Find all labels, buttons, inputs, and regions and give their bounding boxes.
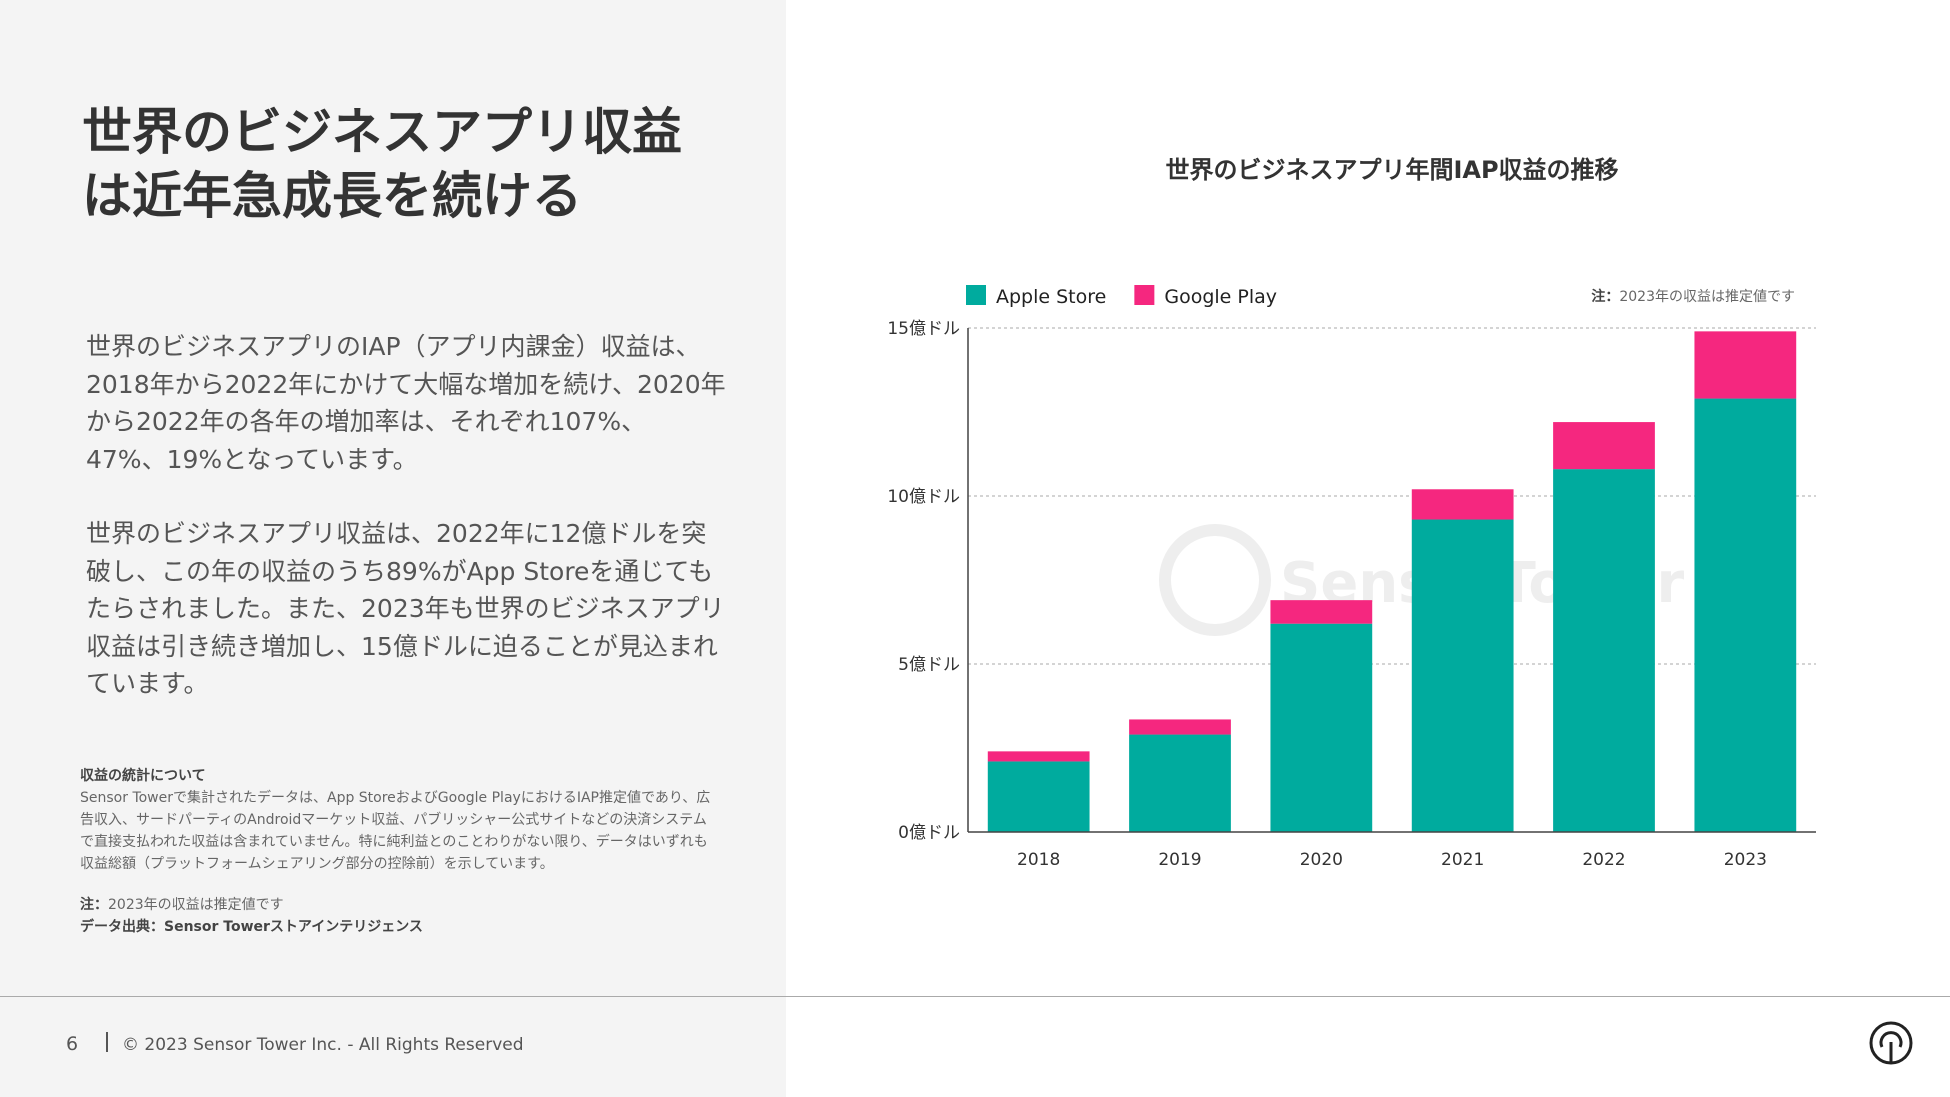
chart-estimate-note: 注：2023年の収益は推定値です	[1591, 288, 1795, 305]
x-tick-label: 2023	[1724, 850, 1767, 870]
legend-label: Google Play	[1164, 286, 1277, 308]
x-tick-label: 2019	[1158, 850, 1201, 870]
y-tick-label: 15億ドル	[887, 319, 960, 339]
bar-google-play	[1270, 600, 1373, 624]
y-tick-label: 0億ドル	[898, 823, 960, 843]
chart-note-label: 注：	[1591, 288, 1619, 305]
notes-body: Sensor Towerで集計されたデータは、App StoreおよびGoogl…	[80, 790, 711, 872]
chart-title: 世界のビジネスアプリ年間IAP収益の推移	[1165, 156, 1619, 184]
watermark-logo-icon	[1159, 524, 1271, 636]
bar-apple-store	[1553, 469, 1655, 832]
page-title: 世界のビジネスアプリ収益 は近年急成長を続ける	[82, 100, 722, 228]
estimate-note: 注：2023年の収益は推定値です	[80, 894, 720, 916]
chart-note-text: 2023年の収益は推定値です	[1619, 289, 1795, 305]
data-source: データ出典：Sensor Towerストアインテリジェンス	[80, 919, 423, 935]
bar-google-play	[1694, 331, 1797, 399]
copyright-text: © 2023 Sensor Tower Inc. - All Rights Re…	[122, 1035, 524, 1055]
summary-paragraph: 世界のビジネスアプリ収益は、2022年に12億ドルを突破し、この年の収益のうち8…	[86, 519, 725, 698]
bar-apple-store	[1270, 623, 1373, 832]
estimate-note-label: 注：	[80, 897, 108, 913]
notes-heading: 収益の統計について	[80, 768, 206, 784]
page-title-line-2: は近年急成長を続ける	[82, 167, 582, 225]
legend-label: Apple Store	[996, 286, 1106, 308]
x-tick-label: 2018	[1017, 850, 1060, 870]
y-tick-label: 10億ドル	[887, 487, 960, 507]
bar-google-play	[1129, 719, 1231, 735]
footer-separator	[106, 1032, 108, 1052]
x-tick-label: 2021	[1441, 850, 1484, 870]
intro-paragraph: 世界のビジネスアプリのIAP（アプリ内課金）収益は、2018年から2022年にか…	[86, 332, 726, 474]
revenue-notes: 収益の統計について Sensor Towerで集計されたデータは、App Sto…	[80, 765, 720, 938]
sensor-tower-logo-icon	[1869, 1021, 1913, 1065]
page-title-line-1: 世界のビジネスアプリ収益	[82, 103, 682, 161]
legend-swatch-google-play	[1134, 285, 1155, 305]
bar-apple-store	[987, 761, 1090, 832]
estimate-note-text: 2023年の収益は推定値です	[108, 897, 284, 913]
bar-google-play	[987, 751, 1090, 762]
footer-divider	[0, 996, 1950, 997]
left-panel: 世界のビジネスアプリ収益 は近年急成長を続ける 世界のビジネスアプリのIAP（ア…	[0, 0, 786, 1097]
x-tick-label: 2022	[1582, 850, 1625, 870]
page-number: 6	[66, 1033, 79, 1055]
bar-google-play	[1553, 422, 1655, 470]
bar-apple-store	[1129, 734, 1231, 832]
bar-google-play	[1411, 489, 1514, 520]
y-tick-label: 5億ドル	[898, 655, 960, 675]
bar-apple-store	[1694, 398, 1797, 832]
legend-swatch-apple-store	[966, 285, 986, 305]
x-tick-label: 2020	[1300, 850, 1343, 870]
bar-apple-store	[1411, 519, 1514, 832]
